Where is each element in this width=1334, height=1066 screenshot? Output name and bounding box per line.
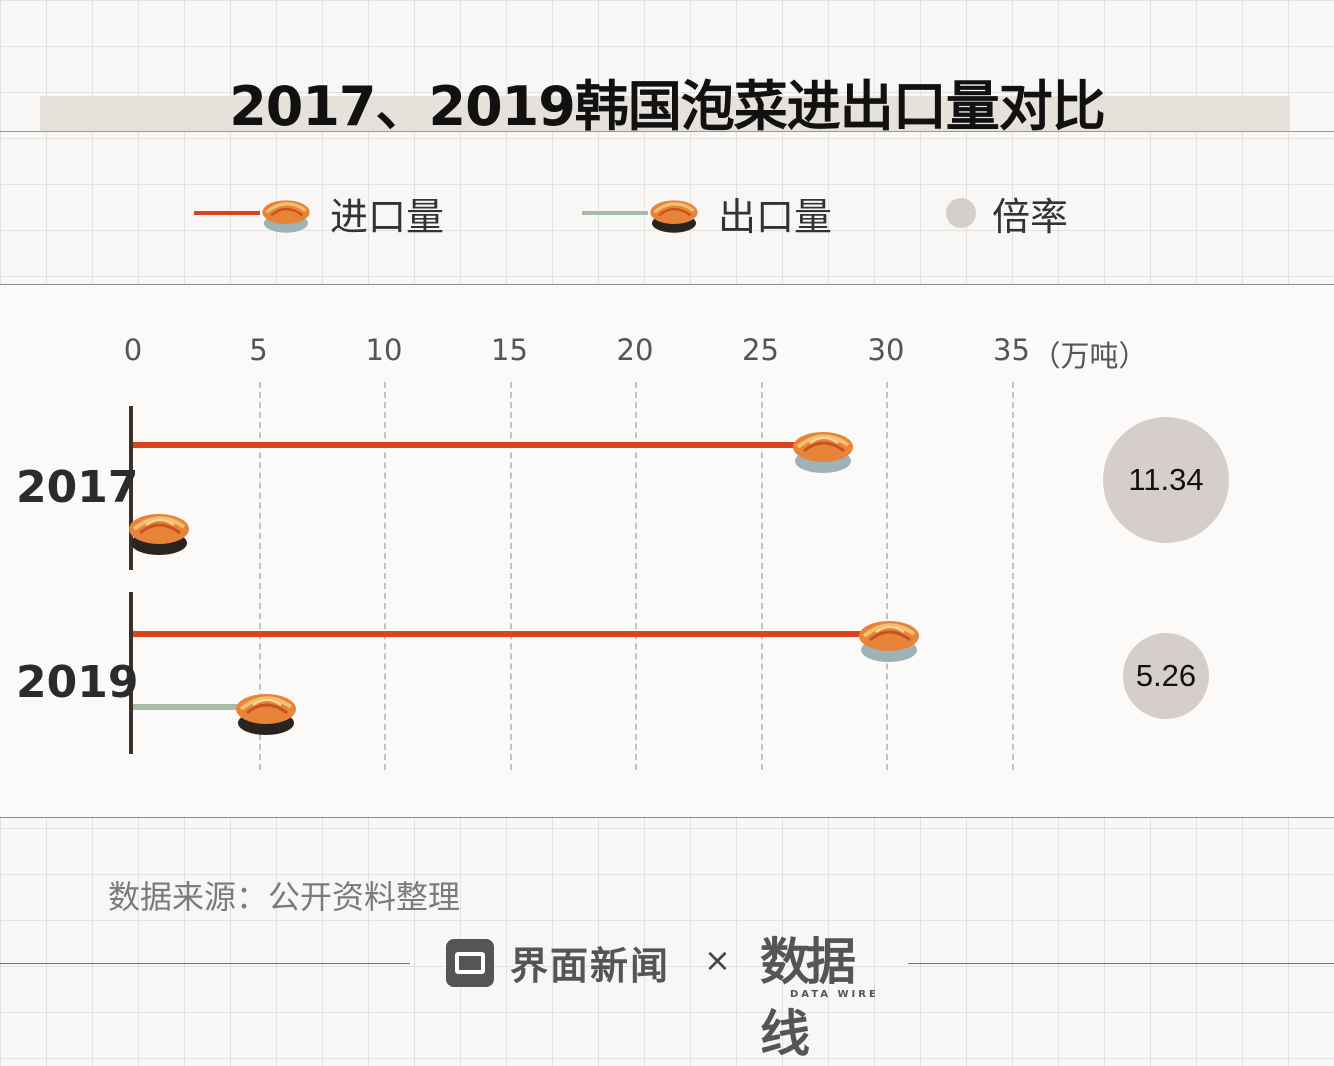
chart-title: 2017、2019韩国泡菜进出口量对比 xyxy=(229,75,1106,138)
x-unit-label: （万吨） xyxy=(1031,339,1148,373)
category-label: 2017 xyxy=(16,462,139,513)
x-gridline xyxy=(635,382,637,770)
x-gridline xyxy=(886,382,888,770)
x-tick-label: 0 xyxy=(123,333,143,367)
x-tick-label: 35 xyxy=(993,333,1030,367)
x-tick-label: 10 xyxy=(365,333,403,367)
brand-datawire-sub: DATA WIRE xyxy=(790,989,879,1000)
footer-rule-right xyxy=(908,963,1334,964)
import-bar xyxy=(133,442,824,448)
legend-export-line xyxy=(582,211,648,215)
brand-datawire: 数据线 DATA WIRE xyxy=(760,922,890,1063)
x-tick-label: 30 xyxy=(867,333,905,367)
kimchi-bowl-dark-icon xyxy=(650,200,698,233)
chart-panel xyxy=(0,284,1334,818)
jiemian-logo-icon xyxy=(446,938,494,987)
legend-import-label: 进口量 xyxy=(330,194,445,239)
brand-separator: × xyxy=(704,941,731,979)
footer-rule-left xyxy=(0,963,410,964)
x-gridline xyxy=(384,382,386,770)
brand-jiemian-name: 界面新闻 xyxy=(510,944,671,988)
import-marker-icon xyxy=(790,421,856,475)
x-gridline xyxy=(1011,382,1014,770)
x-tick-label: 15 xyxy=(491,333,528,367)
x-gridline xyxy=(509,382,512,770)
legend-import: 进口量 xyxy=(194,188,445,239)
x-gridline xyxy=(258,382,261,770)
x-tick-label: 20 xyxy=(616,333,654,367)
kimchi-bowl-icon xyxy=(262,200,310,233)
export-bar xyxy=(133,704,254,710)
category-label: 2019 xyxy=(16,657,139,708)
export-marker-icon xyxy=(233,683,299,737)
category-axis xyxy=(129,592,133,754)
legend-ratio-label: 倍率 xyxy=(992,194,1069,239)
brand-jiemian: 界面新闻 xyxy=(446,935,670,990)
title-band xyxy=(40,96,1290,132)
import-bar xyxy=(133,631,889,637)
brand-datawire-name: 数据线 xyxy=(760,932,856,1063)
export-marker-icon xyxy=(126,503,192,557)
ratio-bubble: 5.26 xyxy=(1123,633,1209,719)
import-marker-icon xyxy=(856,610,922,664)
category-axis xyxy=(129,406,133,570)
title-rule xyxy=(0,131,1334,132)
ratio-bubble: 11.34 xyxy=(1103,417,1229,543)
source-note: 数据来源：公开资料整理 xyxy=(108,878,461,916)
legend-ratio-dot xyxy=(946,198,976,228)
legend-export-label: 出口量 xyxy=(718,194,833,239)
x-tick-label: 5 xyxy=(249,333,268,367)
legend-ratio: 倍率 xyxy=(946,188,1069,239)
x-tick-label: 25 xyxy=(742,333,779,367)
legend-export: 出口量 xyxy=(582,188,833,239)
x-gridline xyxy=(760,382,763,770)
legend-import-line xyxy=(194,211,260,215)
